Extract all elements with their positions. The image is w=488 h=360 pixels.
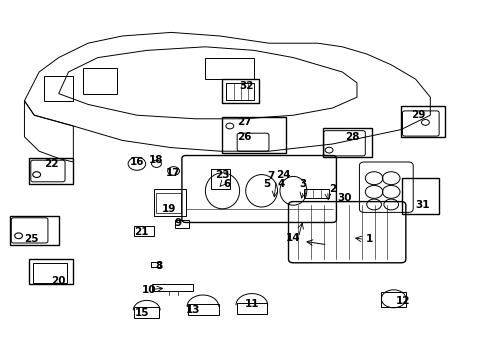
Bar <box>154 189 185 216</box>
Bar <box>400 106 444 137</box>
Bar <box>134 307 159 318</box>
Text: 26: 26 <box>237 132 251 142</box>
Text: 10: 10 <box>142 285 156 295</box>
Text: 28: 28 <box>344 132 359 142</box>
Bar <box>44 76 73 101</box>
Bar <box>10 216 59 245</box>
Bar <box>222 79 259 103</box>
Text: 21: 21 <box>134 227 149 237</box>
Bar <box>225 83 254 100</box>
Bar <box>83 68 117 94</box>
Text: 30: 30 <box>337 193 351 203</box>
Text: 12: 12 <box>395 296 410 306</box>
Bar <box>175 220 188 228</box>
Text: 14: 14 <box>285 233 300 243</box>
Text: 5: 5 <box>263 179 269 189</box>
Text: 9: 9 <box>175 218 182 228</box>
Bar <box>29 158 73 184</box>
Bar <box>29 259 73 284</box>
Text: 24: 24 <box>276 170 290 180</box>
Text: 32: 32 <box>239 81 254 91</box>
Text: 7: 7 <box>267 171 275 181</box>
Bar <box>211 169 229 189</box>
Text: 17: 17 <box>166 168 181 178</box>
Text: 11: 11 <box>244 299 259 309</box>
Text: 8: 8 <box>155 261 162 271</box>
Bar <box>33 263 67 283</box>
Bar <box>205 58 254 79</box>
Bar <box>150 262 160 267</box>
Text: 19: 19 <box>161 204 176 214</box>
Bar <box>401 178 438 214</box>
Text: 2: 2 <box>328 184 335 194</box>
Bar <box>222 117 285 153</box>
Text: 25: 25 <box>24 234 39 244</box>
Bar <box>156 193 181 213</box>
Text: 3: 3 <box>299 179 306 189</box>
Text: 1: 1 <box>365 234 372 244</box>
Text: 20: 20 <box>51 276 66 286</box>
Text: 18: 18 <box>149 155 163 165</box>
Bar <box>322 128 371 157</box>
Text: 4: 4 <box>277 179 285 189</box>
Text: 13: 13 <box>185 305 200 315</box>
Bar <box>381 292 405 307</box>
Bar <box>304 189 328 198</box>
Text: 15: 15 <box>134 308 149 318</box>
Bar <box>237 303 266 314</box>
Text: 27: 27 <box>237 117 251 127</box>
Text: 29: 29 <box>410 110 425 120</box>
Text: 31: 31 <box>415 200 429 210</box>
Text: 22: 22 <box>44 159 59 169</box>
Bar <box>188 304 218 315</box>
Bar <box>151 284 193 291</box>
Bar <box>134 226 154 236</box>
Text: 16: 16 <box>129 157 144 167</box>
Text: 23: 23 <box>215 170 229 180</box>
Text: 6: 6 <box>224 179 230 189</box>
